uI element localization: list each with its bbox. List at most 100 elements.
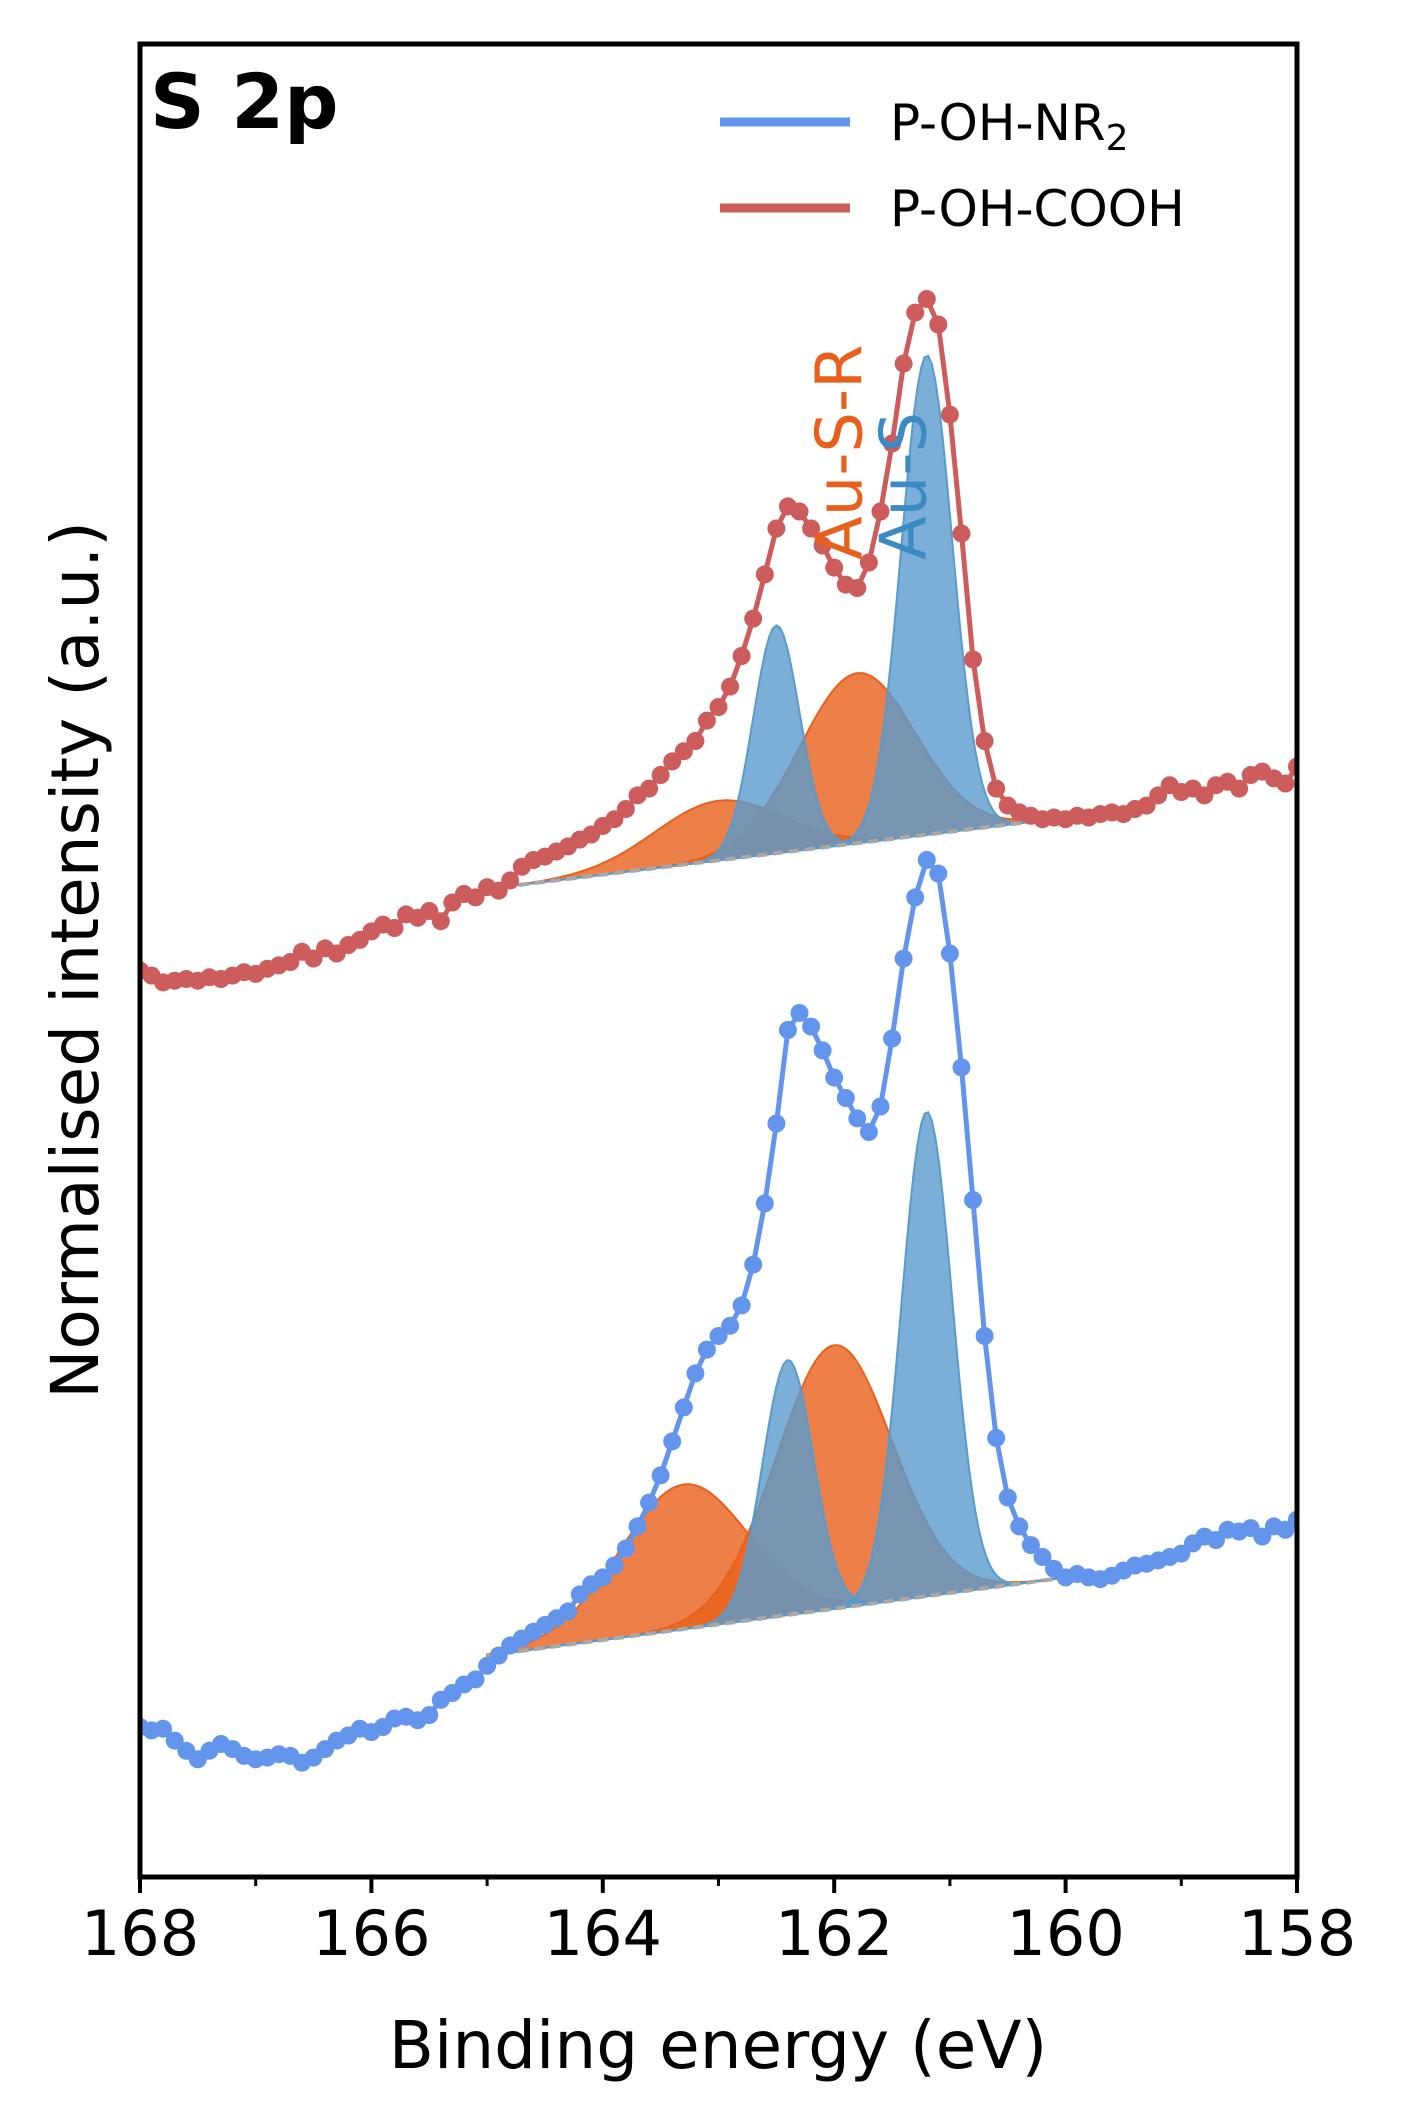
data-point <box>628 1517 647 1536</box>
data-point <box>640 779 659 798</box>
peak-labels: Au-S-RAu-S <box>804 344 942 560</box>
data-point <box>1230 779 1249 798</box>
data-point <box>1010 1517 1029 1536</box>
data-point <box>802 519 821 538</box>
data-point <box>1172 1544 1191 1563</box>
data-point <box>651 1466 670 1485</box>
x-tick-label: 164 <box>544 1897 662 1970</box>
x-axis-title: Binding energy (eV) <box>389 2007 1048 2084</box>
data-point <box>466 888 485 907</box>
data-point <box>987 779 1006 798</box>
data-point <box>883 434 902 453</box>
data-point <box>778 1021 797 1039</box>
data-point <box>663 1432 682 1451</box>
data-point <box>281 953 300 971</box>
data-point <box>674 1398 693 1417</box>
data-point <box>1033 1548 1052 1566</box>
data-point <box>802 1017 821 1036</box>
data-point <box>1276 774 1295 793</box>
y-axis-title: Normalised intensity (a.u.) <box>37 521 114 1399</box>
data-point <box>593 1568 612 1587</box>
panel-label: S 2p <box>150 57 338 146</box>
x-tick-label: 158 <box>1238 1897 1356 1970</box>
x-tick-label: 168 <box>81 1897 199 1970</box>
data-point <box>709 1327 728 1345</box>
peak-label-au-s-r: Au-S-R <box>804 344 878 560</box>
data-point <box>790 1004 809 1022</box>
plot-area <box>140 290 1297 1772</box>
data-point <box>987 1429 1006 1447</box>
data-point <box>570 1585 589 1604</box>
data-point <box>940 944 959 963</box>
data-point <box>431 912 450 931</box>
data-point <box>1276 1520 1295 1539</box>
data-point <box>732 1296 751 1315</box>
data-point <box>651 766 670 784</box>
x-tick-label: 166 <box>312 1897 430 1970</box>
data-point <box>825 1068 844 1087</box>
data-point <box>1207 1531 1225 1549</box>
data-point <box>929 864 948 883</box>
data-point <box>616 1539 635 1558</box>
data-point <box>871 1097 890 1116</box>
data-point <box>940 405 959 424</box>
axes: 168 166 164 162 160 158 <box>81 41 1356 1970</box>
data-point <box>1253 1527 1272 1546</box>
data-point <box>674 742 693 761</box>
peak-label-au-s: Au-S <box>868 412 942 560</box>
data-point <box>767 1114 786 1133</box>
data-point <box>605 810 624 829</box>
data-point <box>929 315 948 334</box>
data-point <box>998 1488 1017 1507</box>
data-point <box>975 1327 994 1345</box>
data-point <box>466 1670 485 1689</box>
data-point <box>836 1089 855 1107</box>
data-point <box>744 1255 763 1274</box>
data-point <box>871 502 890 521</box>
data-point <box>894 949 913 968</box>
data-point <box>732 647 751 665</box>
data-point <box>154 1719 173 1738</box>
data-point <box>697 711 716 730</box>
data-point <box>1149 786 1168 805</box>
data-point <box>478 1656 497 1675</box>
data-point <box>1195 786 1214 805</box>
legend-label-0: P-OH-NR2 <box>890 94 1129 159</box>
data-point <box>686 1364 705 1383</box>
series-1-background-line <box>486 815 1066 891</box>
data-point <box>501 871 520 890</box>
data-point <box>952 1058 971 1077</box>
data-point <box>825 558 844 577</box>
data-point <box>906 303 925 322</box>
data-point <box>721 1316 740 1335</box>
data-point <box>848 1109 867 1128</box>
data-point <box>697 1340 716 1359</box>
data-point <box>304 949 323 968</box>
data-point <box>721 677 740 696</box>
data-point <box>663 752 682 771</box>
data-point <box>906 888 925 907</box>
x-tick-label: 160 <box>1006 1897 1124 1970</box>
data-point <box>744 609 763 628</box>
series-0-background-line <box>486 1575 1066 1658</box>
data-point <box>964 1191 982 1209</box>
data-point <box>894 354 913 373</box>
data-point <box>755 565 774 584</box>
data-point <box>790 502 809 521</box>
data-point <box>859 1123 878 1141</box>
data-point <box>813 1041 832 1060</box>
data-point <box>859 553 878 572</box>
data-point <box>709 698 728 716</box>
data-point <box>640 1493 659 1512</box>
series-1-points <box>140 290 1297 992</box>
data-point <box>917 290 936 308</box>
data-point <box>813 536 832 555</box>
data-point <box>917 851 936 869</box>
data-point <box>605 1556 624 1575</box>
data-point <box>755 1194 774 1213</box>
data-point <box>883 1029 902 1048</box>
data-point <box>385 919 404 937</box>
data-point <box>952 524 971 543</box>
